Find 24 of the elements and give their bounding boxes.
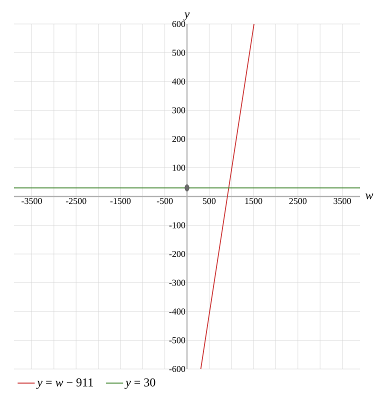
y-tick-label: -400 — [169, 308, 186, 315]
x-tick-label: -500 — [156, 198, 173, 204]
y-tick-label: 600 — [172, 20, 186, 28]
y-tick-label: 200 — [172, 136, 186, 142]
x-tick-label: -3500 — [22, 198, 42, 204]
y-tick-label: -300 — [169, 280, 186, 286]
y-tick-label: -200 — [169, 250, 186, 258]
legend-label: y = w − 911 — [36, 378, 93, 389]
y-tick-label: -500 — [169, 337, 186, 344]
y-tick-label: 100 — [172, 164, 186, 171]
x-tick-label: 3500 — [334, 198, 351, 204]
x-tick-label: -2500 — [66, 198, 86, 204]
x-tick-label: 500 — [202, 198, 216, 204]
y-tick-label: -100 — [169, 222, 186, 228]
y-tick-label: -600 — [169, 366, 186, 372]
y-tick-label: 300 — [172, 107, 186, 114]
legend-label: y = 30 — [124, 378, 156, 389]
y-axis-title: y — [183, 12, 190, 20]
x-axis-title: w — [366, 194, 374, 200]
x-tick-label: -1500 — [110, 198, 131, 204]
x-tick-label: 2500 — [289, 198, 307, 204]
y-tick-label: 500 — [172, 50, 186, 56]
y-tick-label: 400 — [172, 78, 186, 85]
x-tick-label: 1500 — [245, 198, 262, 204]
